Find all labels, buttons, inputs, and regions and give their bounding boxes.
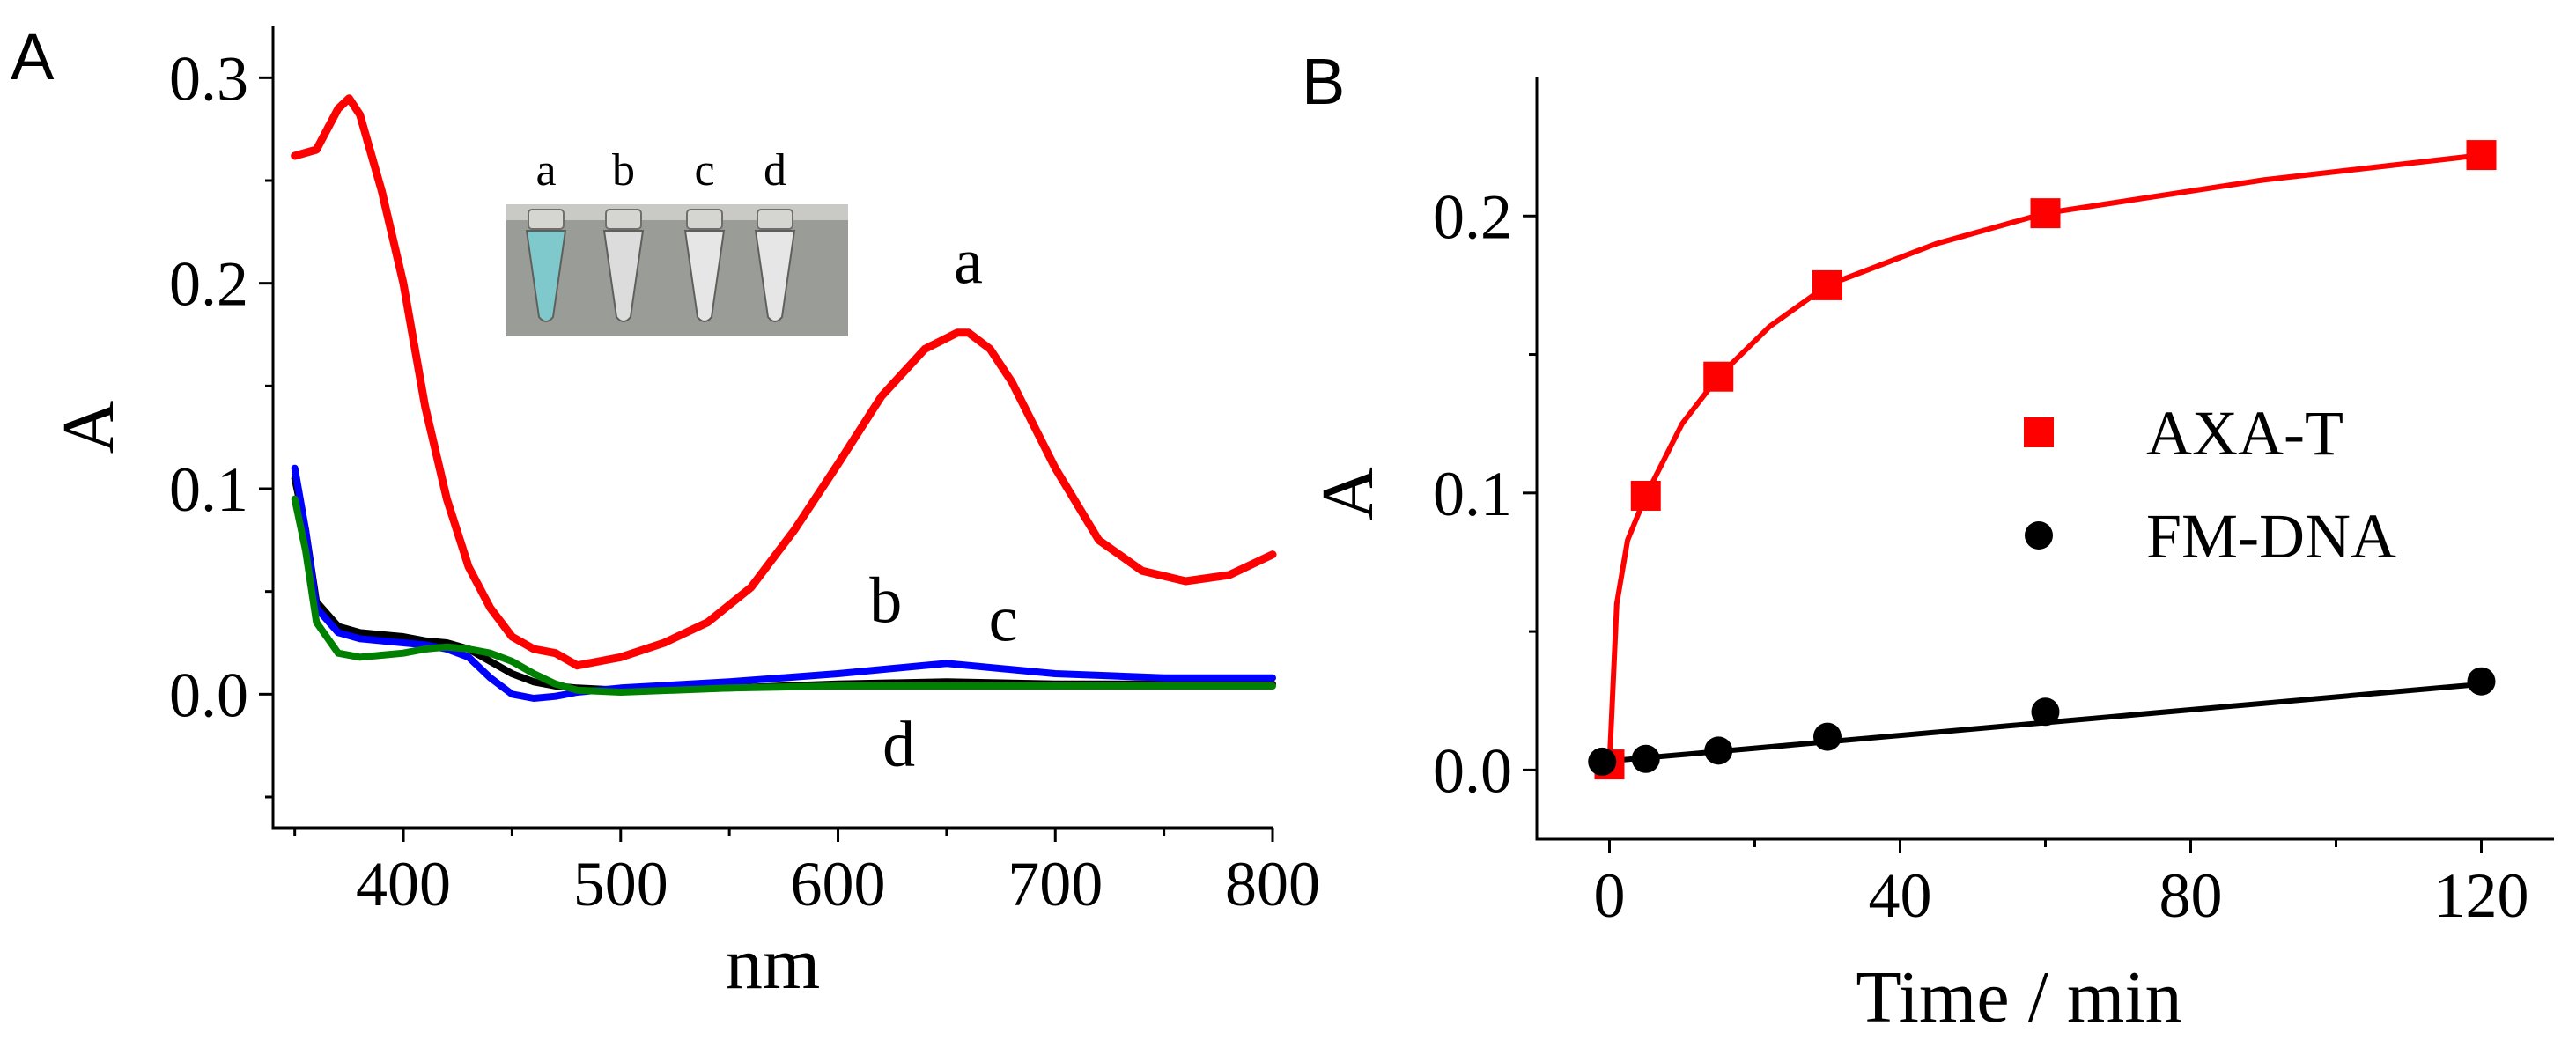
panel-b-chart: 0 40 80 120 0.0 0.1 0.2 Time / min A AXA-T FM-DNA [1307, 77, 2554, 1038]
b-marker-axa-t [1812, 269, 1842, 300]
inset-tube-body-d [754, 230, 796, 322]
b-marker-fm-dna [1588, 747, 1617, 776]
inset-tube-label-b: b [612, 145, 635, 195]
b-axis-frame [1535, 77, 2554, 841]
a-curve-label-b: b [869, 565, 902, 638]
b-y-tick-label: 0.1 [1433, 459, 1512, 529]
a-y-axis-title: A [48, 400, 129, 454]
panel-a-annotations: a b c d [869, 226, 1017, 781]
legend-marker-fm-dna [2025, 521, 2053, 550]
b-fit-line-axa-t [1606, 152, 2482, 765]
b-y-axis-title: A [1307, 467, 1389, 520]
panel-b-series [1588, 140, 2497, 780]
b-marker-fm-dna [1631, 744, 1660, 773]
b-x-tick-label: 40 [1869, 860, 1932, 931]
a-x-tick-label: 800 [1225, 849, 1320, 919]
a-y-tick-label: 0.0 [169, 660, 248, 730]
panel-a-series [291, 94, 1277, 702]
panel-label-a: A [11, 20, 55, 93]
legend-label-axa-t: AXA-T [2146, 398, 2343, 468]
b-marker-axa-t [1703, 361, 1734, 392]
panel-label-b: B [1302, 45, 1345, 118]
a-axis-frame [271, 26, 1273, 830]
b-marker-fm-dna [1704, 736, 1733, 765]
panel-b-axes: 0 40 80 120 0.0 0.1 0.2 Time / min A [1307, 77, 2554, 1038]
inset-tube-cap-c [686, 209, 723, 230]
a-x-axis-title: nm [726, 923, 820, 1005]
legend-marker-axa-t [2024, 417, 2054, 447]
inset-tube-cap-a [528, 209, 565, 230]
a-curve-label-d: d [882, 709, 915, 781]
a-series-line-c [291, 464, 1276, 702]
b-x-tick-label: 120 [2434, 860, 2529, 931]
panel-b-legend: AXA-T FM-DNA [2024, 398, 2396, 572]
a-series-line-b [291, 475, 1276, 694]
a-x-tick-label: 700 [1008, 849, 1103, 919]
inset-tube-cap-d [757, 209, 793, 230]
inset-tube-label-d: d [764, 145, 786, 195]
a-curve-label-a: a [954, 226, 983, 299]
b-x-tick-label: 80 [2159, 860, 2223, 931]
inset-tube-body-b [602, 230, 645, 322]
inset-tube-label-c: c [694, 145, 714, 195]
b-marker-axa-t [1630, 480, 1661, 511]
a-y-tick-label: 0.3 [169, 43, 248, 114]
a-series-line-a [291, 94, 1277, 670]
b-marker-axa-t [2466, 140, 2497, 171]
panel-a-axes: 400 500 600 700 800 0.0 0.1 0.2 0.3 nm A [48, 26, 1320, 1005]
b-x-tick-label: 0 [1594, 860, 1626, 931]
a-x-tick-label: 500 [573, 849, 668, 919]
a-y-tick-label: 0.1 [169, 454, 248, 525]
b-marker-fm-dna [1813, 722, 1842, 751]
b-y-tick-label: 0.2 [1433, 181, 1512, 252]
a-x-tick-label: 400 [356, 849, 451, 919]
b-marker-fm-dna [2467, 667, 2496, 696]
legend-label-fm-dna: FM-DNA [2146, 501, 2396, 572]
inset-tube-cap-b [605, 209, 642, 230]
a-x-tick-label: 600 [791, 849, 886, 919]
b-marker-axa-t [2030, 198, 2061, 229]
b-y-tick-label: 0.0 [1433, 735, 1512, 806]
b-x-axis-title: Time / min [1856, 956, 2181, 1038]
inset-tube-label-a: a [535, 145, 556, 195]
a-series-line-d [291, 495, 1276, 696]
a-y-tick-label: 0.2 [169, 249, 248, 320]
inset-tube-body-c [683, 230, 726, 322]
a-curve-label-c: c [989, 584, 1018, 656]
inset-tube-body-a [525, 230, 567, 322]
b-marker-fm-dna [2031, 697, 2060, 727]
